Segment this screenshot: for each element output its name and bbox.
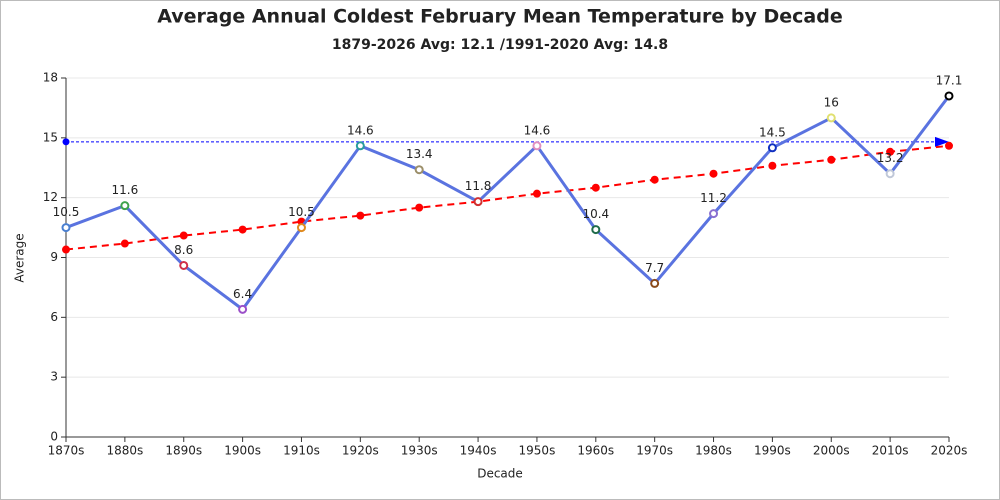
data-label: 10.5 bbox=[288, 205, 315, 219]
point bbox=[767, 143, 777, 153]
data-label: 10.4 bbox=[582, 207, 609, 221]
point bbox=[415, 203, 424, 212]
point bbox=[238, 225, 247, 234]
data-label: 13.2 bbox=[877, 151, 904, 165]
x-tick-label: 1940s bbox=[460, 444, 497, 458]
point bbox=[120, 239, 129, 248]
data-label: 17.1 bbox=[936, 73, 963, 87]
chart-subtitle: 1879-2026 Avg: 12.1 /1991-2020 Avg: 14.8 bbox=[332, 37, 668, 53]
data-label: 6.4 bbox=[233, 287, 252, 301]
y-axis-title: Average bbox=[13, 233, 27, 282]
x-tick-label: 2000s bbox=[813, 444, 850, 458]
x-tick-label: 1920s bbox=[342, 444, 379, 458]
x-tick-label: 1990s bbox=[754, 444, 791, 458]
reference-start bbox=[62, 138, 70, 146]
data-label: 16 bbox=[824, 95, 839, 109]
x-tick-label: 1910s bbox=[283, 444, 320, 458]
series-line bbox=[65, 95, 951, 312]
x-tick-label: 1950s bbox=[519, 444, 556, 458]
data-label: 8.6 bbox=[174, 243, 193, 257]
point bbox=[945, 141, 953, 150]
point bbox=[355, 141, 365, 151]
point bbox=[473, 197, 483, 207]
point bbox=[826, 113, 836, 123]
point bbox=[886, 147, 895, 156]
point bbox=[827, 155, 836, 164]
y-tick-label: 18 bbox=[43, 71, 58, 85]
point bbox=[532, 141, 542, 151]
point bbox=[768, 161, 777, 170]
point bbox=[120, 201, 130, 211]
data-label: 14.5 bbox=[759, 125, 786, 139]
reference-arrow bbox=[935, 136, 949, 147]
y-tick-label: 3 bbox=[50, 370, 58, 384]
chart-title: Average Annual Coldest February Mean Tem… bbox=[157, 6, 842, 28]
x-tick-label: 2010s bbox=[872, 444, 909, 458]
point bbox=[591, 225, 601, 235]
point bbox=[532, 189, 541, 198]
point bbox=[62, 245, 70, 254]
data-label: 13.4 bbox=[406, 147, 433, 161]
y-tick-label: 15 bbox=[43, 130, 58, 144]
x-tick-label: 1960s bbox=[577, 444, 614, 458]
x-tick-label: 1880s bbox=[106, 444, 143, 458]
x-tick-label: 2020s bbox=[931, 444, 968, 458]
point bbox=[709, 209, 719, 219]
y-tick-label: 12 bbox=[43, 190, 58, 204]
x-tick-label: 1970s bbox=[636, 444, 673, 458]
point bbox=[650, 175, 659, 184]
data-label: 10.5 bbox=[53, 205, 80, 219]
data-label: 11.6 bbox=[112, 183, 139, 197]
point bbox=[61, 223, 71, 233]
x-tick-label: 1930s bbox=[401, 444, 438, 458]
x-tick-label: 1980s bbox=[695, 444, 732, 458]
data-label: 14.6 bbox=[347, 123, 374, 137]
y-tick-label: 0 bbox=[50, 430, 58, 444]
x-tick-label: 1900s bbox=[224, 444, 261, 458]
point bbox=[709, 169, 718, 178]
y-tick-label: 9 bbox=[50, 250, 58, 264]
point bbox=[885, 169, 895, 179]
point bbox=[356, 211, 365, 220]
data-label: 11.2 bbox=[700, 191, 727, 205]
point bbox=[179, 231, 188, 240]
x-axis-title: Decade bbox=[477, 467, 523, 481]
data-label: 14.6 bbox=[524, 123, 551, 137]
series-line bbox=[65, 144, 950, 251]
point bbox=[238, 304, 248, 314]
y-tick-label: 6 bbox=[50, 310, 58, 324]
point bbox=[414, 165, 424, 175]
x-tick-label: 1870s bbox=[48, 444, 85, 458]
point bbox=[591, 183, 600, 192]
point bbox=[296, 223, 306, 233]
point bbox=[944, 91, 954, 101]
data-label: 11.8 bbox=[465, 179, 492, 193]
data-label: 7.7 bbox=[645, 261, 664, 275]
x-tick-label: 1890s bbox=[165, 444, 202, 458]
point bbox=[650, 278, 660, 288]
point bbox=[179, 260, 189, 270]
